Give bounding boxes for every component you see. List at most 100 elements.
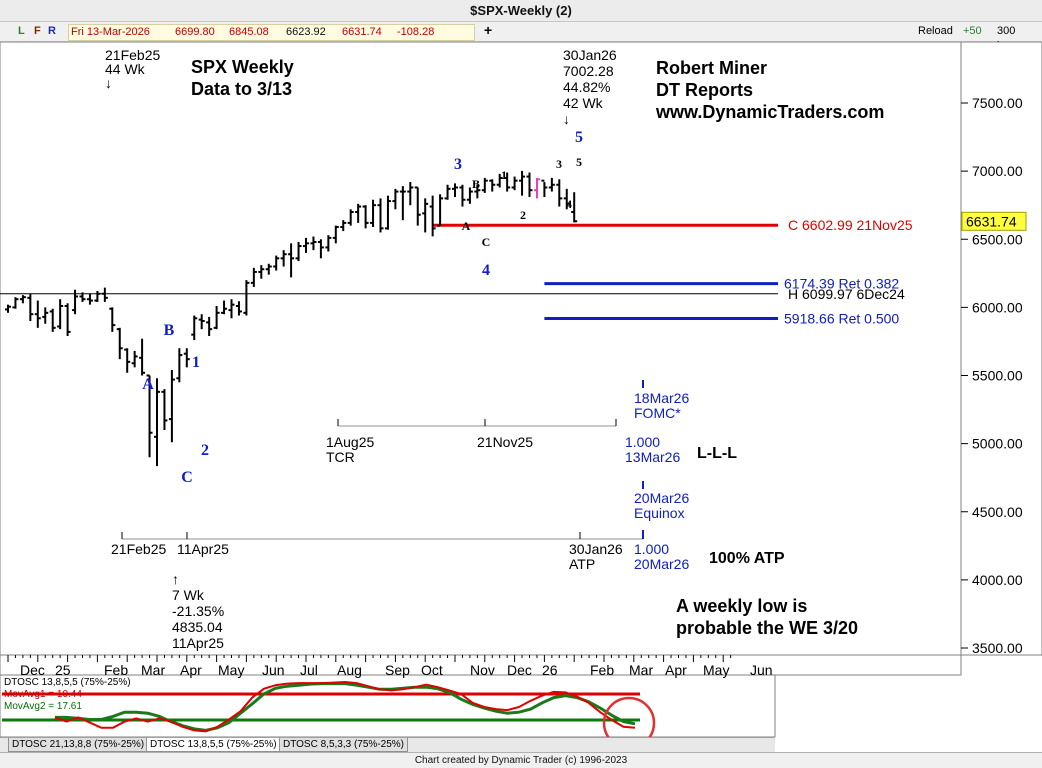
price-chart[interactable]: 7500.00 7000.00 6500.00 6000.00 5500.00 5000.…	[0, 42, 1042, 737]
ohlc-bar	[86, 293, 93, 305]
ohlc-bar	[183, 348, 190, 368]
price-tick-label: 7000.00	[972, 163, 1023, 179]
chart-annotation: 1.000 20Mar26	[634, 541, 689, 572]
ohlc-bar	[340, 220, 347, 232]
chart-annotation: 21Nov25	[477, 434, 533, 450]
osc-movavg1-label: MovAvg1 = 10.44	[4, 689, 82, 700]
ohlc-bar	[168, 370, 175, 443]
ohlc-bar	[496, 173, 503, 188]
current-price-label: 6631.74	[966, 213, 1017, 229]
month-label: Jun	[262, 662, 285, 678]
ohlc-bar	[355, 203, 362, 223]
month-label: Feb	[590, 662, 614, 678]
ohlc-bar	[49, 308, 56, 332]
price-panel	[0, 42, 962, 656]
month-label: Jul	[300, 662, 318, 678]
bar-step-button[interactable]: +50	[963, 25, 982, 37]
ohlc-bar	[288, 243, 295, 278]
osc-movavg1-line	[54, 680, 636, 733]
month-label: Jun	[750, 662, 773, 678]
ohlc-bar	[27, 293, 34, 321]
wave-label: 3	[454, 156, 462, 173]
ratio-button[interactable]: R	[48, 25, 56, 37]
month-label: Apr	[180, 662, 202, 678]
month-label: Dec	[507, 662, 532, 678]
level-label: 6174.39 Ret 0.382	[784, 276, 899, 292]
ohlc-bar	[399, 186, 406, 221]
ohlc-bar	[116, 327, 123, 360]
month-label: Dec	[20, 662, 45, 678]
ohlc-bar	[64, 303, 71, 336]
wave-label: 1	[501, 168, 507, 182]
ohlc-bar	[131, 350, 138, 368]
ohlc-bar	[459, 184, 466, 207]
chart-annotation: 100% ATP	[709, 550, 785, 567]
wave-label: 4	[482, 262, 490, 279]
chart-annotation: 30Jan26 ATP	[569, 541, 623, 572]
quote-close: 6631.74	[342, 26, 382, 38]
ohlc-bar	[191, 315, 198, 341]
ohlc-bar	[474, 184, 481, 199]
ohlc-bar	[176, 348, 183, 383]
linear-scale-button[interactable]: L	[18, 25, 25, 37]
ohlc-bar	[437, 194, 444, 227]
window-title: $SPX-Weekly (2)	[0, 0, 1042, 22]
add-button[interactable]: +	[484, 22, 493, 38]
ohlc-bar	[154, 378, 160, 467]
reload-area: Reload +50 300 bars	[915, 24, 1037, 52]
quote-high: 6845.08	[229, 26, 269, 38]
ohlc-bar	[429, 195, 436, 237]
chart-annotation: 1Aug25 TCR	[326, 434, 374, 465]
ohlc-bar	[109, 307, 116, 332]
ohlc-bar	[526, 172, 533, 198]
ohlc-bar	[5, 304, 11, 313]
indicator-tabs: DTOSC 21,13,8,8 (75%-25%) DTOSC 13,8,5,5…	[0, 737, 775, 752]
wave-label: A	[142, 376, 154, 393]
month-label: Nov	[470, 662, 495, 678]
ohlc-bar	[541, 179, 548, 198]
chart-annotation: 21Feb25	[111, 541, 166, 557]
tab-dtosc-21[interactable]: DTOSC 21,13,8,8 (75%-25%)	[8, 738, 149, 752]
ohlc-bar	[422, 198, 429, 233]
chart-annotation: 21Feb25 44 Wk ↓	[105, 47, 160, 91]
wave-label: 5	[576, 155, 582, 169]
chart-annotation: 11Apr25	[177, 541, 229, 557]
ohlc-bar	[571, 192, 578, 223]
quote-date: Fri 13-Mar-2026	[71, 26, 150, 38]
ohlc-bar	[310, 236, 317, 251]
ohlc-bar	[12, 297, 19, 309]
month-label: 25	[55, 662, 71, 678]
ohlc-bar	[221, 300, 228, 315]
fib-button[interactable]: F	[34, 25, 41, 37]
ohlc-bar	[362, 205, 369, 229]
ohlc-bar	[124, 348, 131, 373]
level-label: H 6099.97 6Dec24	[788, 286, 905, 302]
ohlc-bar	[250, 267, 257, 287]
ohlc-bar	[243, 280, 250, 316]
quote-open: 6699.80	[175, 26, 215, 38]
ohlc-bar	[414, 186, 421, 226]
ohlc-bar	[452, 183, 458, 198]
month-label: 26	[542, 662, 558, 678]
wave-label: 4	[566, 197, 572, 211]
price-tick-label: 3500.00	[972, 640, 1023, 656]
ohlc-bar	[533, 177, 540, 199]
ohlc-bar	[325, 235, 332, 252]
osc-movavg2-line	[55, 682, 636, 732]
ohlc-bar	[392, 188, 399, 210]
chart-annotation: ↑ 7 Wk -21.35% 4835.04 11Apr25	[172, 571, 224, 651]
tab-dtosc-13[interactable]: DTOSC 13,8,5,5 (75%-25%)	[146, 738, 281, 752]
price-tick-label: 6000.00	[972, 299, 1023, 315]
price-tick-label: 5000.00	[972, 436, 1023, 452]
month-label: Aug	[337, 662, 362, 678]
wave-label: 2	[201, 442, 209, 459]
chart-annotation: 20Mar26 Equinox	[634, 490, 689, 521]
osc-movavg2-label: MovAvg2 = 17.61	[4, 701, 82, 712]
reload-button[interactable]: Reload	[918, 25, 953, 37]
wave-label: B	[472, 177, 480, 191]
ohlc-bar	[548, 177, 555, 192]
ohlc-bar	[556, 179, 563, 207]
month-label: Mar	[629, 662, 653, 678]
tab-dtosc-8[interactable]: DTOSC 8,5,3,3 (75%-25%)	[279, 738, 408, 752]
osc-title: DTOSC 13,8,5,5 (75%-25%)	[4, 677, 131, 688]
